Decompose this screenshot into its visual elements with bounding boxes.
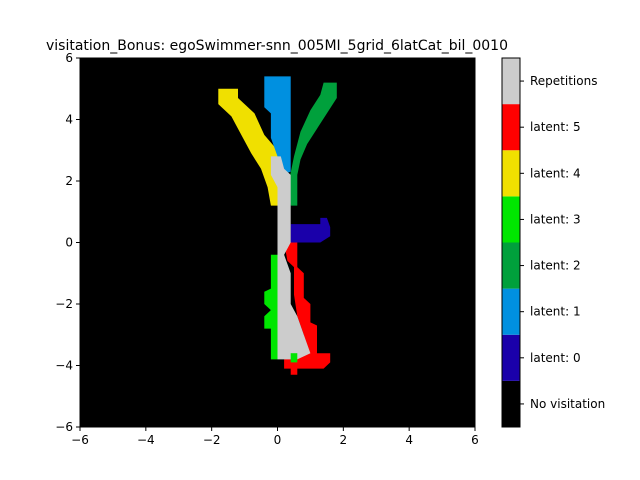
colorbar-label: Repetitions — [530, 74, 597, 88]
y-tick-label: 2 — [65, 174, 73, 188]
colorbar-swatch — [502, 242, 520, 289]
x-tick-label: 4 — [405, 433, 413, 447]
visited-region-6 — [270, 156, 311, 360]
colorbar-swatch — [502, 104, 520, 151]
y-tick-label: −2 — [55, 297, 73, 311]
colorbar-label: latent: 2 — [530, 259, 581, 273]
visited-region-5 — [284, 242, 331, 375]
y-tick-label: 4 — [65, 113, 73, 127]
y-tick-label: −4 — [55, 359, 73, 373]
x-tick-label: −6 — [71, 433, 89, 447]
visited-region-0 — [218, 88, 278, 206]
y-tick-label: −6 — [55, 420, 73, 434]
axes: −6−6 −4 −4 −2 −2 0 0 2 2 4 4 6 6 — [55, 51, 479, 447]
x-tick-label: 0 — [274, 433, 282, 447]
y-tick-label: 0 — [65, 236, 73, 250]
visited-region-3 — [290, 217, 331, 243]
x-tick-label: −2 — [203, 433, 221, 447]
colorbar-swatch — [502, 380, 520, 427]
colorbar-frame — [501, 57, 521, 428]
colorbar: No visitation latent: 0 latent: 1 latent: 2… — [501, 57, 605, 428]
colorbar-label: latent: 1 — [530, 305, 581, 319]
visited-region-1 — [264, 76, 291, 175]
x-tick-label: −4 — [137, 433, 155, 447]
colorbar-swatch — [502, 150, 520, 197]
visited-region-7 — [290, 353, 298, 363]
colorbar-swatch — [502, 196, 520, 243]
colorbar-label: No visitation — [530, 397, 605, 411]
colorbar-label: latent: 0 — [530, 351, 581, 365]
visited-region-4 — [264, 254, 278, 360]
colorbar-label: latent: 5 — [530, 120, 581, 134]
colorbar-swatch — [502, 58, 520, 105]
colorbar-label: latent: 4 — [530, 166, 581, 180]
plot-area — [80, 58, 475, 427]
x-tick-label: 2 — [340, 433, 348, 447]
colorbar-swatch — [502, 334, 520, 381]
chart-title: visitation_Bonus: egoSwimmer-snn_005MI_5… — [46, 38, 508, 54]
visited-region-2 — [289, 82, 337, 206]
x-tick-label: 6 — [471, 433, 479, 447]
y-tick-label: 6 — [65, 51, 73, 65]
colorbar-label: latent: 3 — [530, 212, 581, 226]
colorbar-swatch — [502, 288, 520, 335]
